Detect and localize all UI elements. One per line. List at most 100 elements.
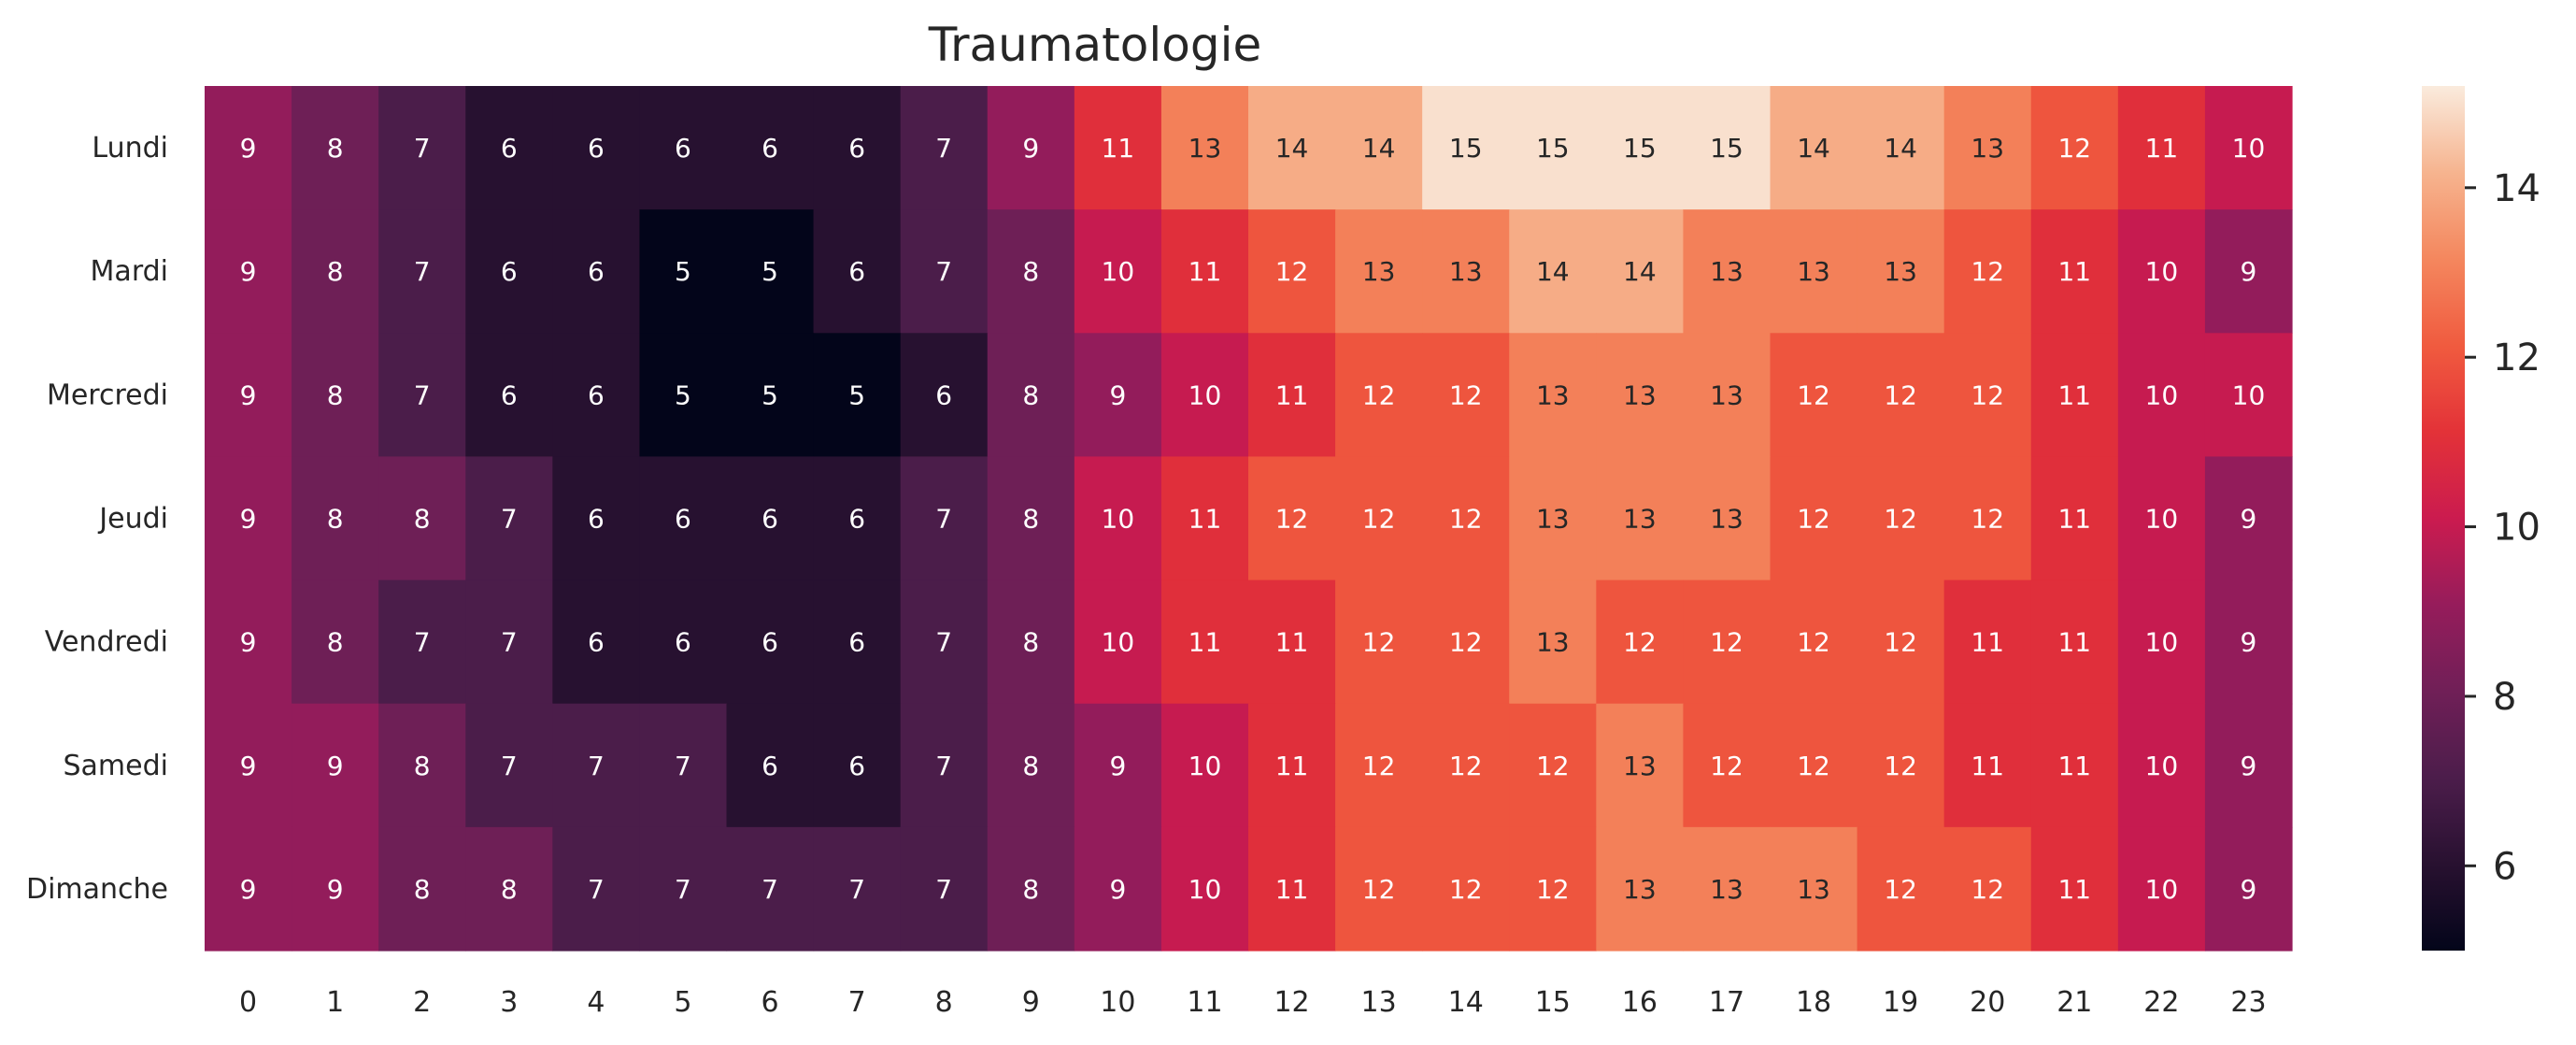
cell-value-label: 12 bbox=[1797, 379, 1830, 410]
heatmap-cell bbox=[2030, 333, 2119, 458]
column-label: 19 bbox=[1883, 986, 1918, 1019]
heatmap-cell bbox=[552, 86, 641, 210]
column-label: 3 bbox=[500, 986, 518, 1019]
colorbar-tick-label: 10 bbox=[2493, 507, 2540, 550]
cell-value-label: 15 bbox=[1449, 133, 1483, 164]
cell-value-label: 12 bbox=[1797, 627, 1830, 658]
cell-value-label: 13 bbox=[1623, 379, 1657, 410]
colorbar-tick-label: 14 bbox=[2493, 167, 2540, 210]
heatmap-cell bbox=[2117, 580, 2206, 705]
cell-value-label: 6 bbox=[588, 133, 605, 164]
cell-value-label: 12 bbox=[1710, 627, 1743, 658]
cell-value-label: 11 bbox=[1971, 751, 2004, 781]
row-labels: Lundi Mardi Mercredi Jeudi Vendredi Samedi Dim… bbox=[26, 132, 168, 906]
heatmap-cell bbox=[726, 826, 815, 952]
column-label: 12 bbox=[1274, 986, 1309, 1019]
cell-value-label: 9 bbox=[240, 504, 257, 535]
cell-value-label: 12 bbox=[1710, 751, 1743, 781]
cell-value-label: 9 bbox=[240, 133, 257, 164]
cell-value-label: 7 bbox=[414, 256, 431, 287]
heatmap-cell bbox=[726, 333, 815, 458]
cell-value-label: 9 bbox=[2241, 627, 2257, 658]
cell-value-label: 6 bbox=[588, 504, 605, 535]
heatmap-cell bbox=[205, 580, 292, 705]
cell-value-label: 13 bbox=[1797, 256, 1830, 287]
cell-value-label: 9 bbox=[2241, 504, 2257, 535]
heatmap-cell bbox=[1683, 333, 1772, 458]
cell-value-label: 7 bbox=[935, 504, 952, 535]
heatmap-cell bbox=[1335, 826, 1423, 952]
column-label: 1 bbox=[326, 986, 344, 1019]
cell-value-label: 10 bbox=[1188, 874, 1222, 905]
cell-value-label: 6 bbox=[848, 133, 865, 164]
heatmap-cell bbox=[292, 580, 379, 705]
column-label: 22 bbox=[2143, 986, 2179, 1019]
heatmap-cell bbox=[1074, 333, 1162, 458]
heatmap-cell bbox=[1422, 456, 1510, 581]
cell-value-label: 13 bbox=[1623, 751, 1657, 781]
heatmap-cell bbox=[2030, 580, 2119, 705]
cell-value-label: 6 bbox=[761, 751, 778, 781]
cell-value-label: 8 bbox=[1022, 256, 1039, 287]
heatmap-cell bbox=[1683, 209, 1772, 334]
cell-value-label: 10 bbox=[1188, 379, 1222, 410]
column-label: 11 bbox=[1187, 986, 1222, 1019]
heatmap-cell bbox=[2117, 209, 2206, 334]
heatmap-cell bbox=[2204, 580, 2293, 705]
cell-value-label: 12 bbox=[1884, 379, 1917, 410]
cell-value-label: 13 bbox=[1797, 874, 1830, 905]
cell-value-label: 11 bbox=[2057, 874, 2091, 905]
heatmap-cell bbox=[465, 209, 553, 334]
cell-value-label: 11 bbox=[1275, 751, 1309, 781]
heatmap-cell bbox=[1596, 580, 1685, 705]
cell-value-label: 12 bbox=[1362, 627, 1396, 658]
heatmap-cell bbox=[1509, 580, 1597, 705]
cell-value-label: 12 bbox=[1797, 504, 1830, 535]
heatmap-cell bbox=[1335, 333, 1423, 458]
cell-value-label: 12 bbox=[1797, 751, 1830, 781]
heatmap-cell bbox=[1943, 333, 2032, 458]
cell-value-label: 12 bbox=[1623, 627, 1657, 658]
cell-value-label: 13 bbox=[1710, 379, 1743, 410]
column-label: 17 bbox=[1709, 986, 1744, 1019]
cell-value-label: 12 bbox=[1884, 504, 1917, 535]
heatmap-cell bbox=[900, 86, 989, 210]
cell-value-label: 13 bbox=[1188, 133, 1222, 164]
heatmap-cell bbox=[987, 826, 1075, 952]
cell-value-label: 13 bbox=[1710, 504, 1743, 535]
colorbar-tick-label: 12 bbox=[2493, 336, 2540, 379]
cell-value-label: 10 bbox=[2145, 874, 2179, 905]
heatmap-cell bbox=[2117, 826, 2206, 952]
cell-value-label: 7 bbox=[675, 751, 691, 781]
cell-value-label: 12 bbox=[2057, 133, 2091, 164]
heatmap-cell bbox=[292, 86, 379, 210]
cell-value-label: 13 bbox=[1449, 256, 1483, 287]
heatmap-cell bbox=[1943, 826, 2032, 952]
cell-value-label: 9 bbox=[2241, 874, 2257, 905]
heatmap-cell bbox=[2030, 209, 2119, 334]
cell-value-label: 9 bbox=[1109, 379, 1126, 410]
heatmap-cell bbox=[1160, 333, 1249, 458]
heatmap-cell bbox=[552, 209, 641, 334]
heatmap-cell bbox=[1509, 826, 1597, 952]
cell-value-label: 8 bbox=[327, 627, 344, 658]
cell-value-label: 11 bbox=[2057, 256, 2091, 287]
heatmap-cell bbox=[900, 703, 989, 828]
cell-value-label: 11 bbox=[2057, 751, 2091, 781]
heatmap-cell bbox=[1857, 580, 1945, 705]
colorbar-tick-label: 6 bbox=[2493, 845, 2516, 888]
cell-value-label: 8 bbox=[327, 133, 344, 164]
cell-value-label: 9 bbox=[240, 256, 257, 287]
cell-value-label: 6 bbox=[761, 133, 778, 164]
heatmap-cell bbox=[1422, 209, 1510, 334]
column-label: 2 bbox=[413, 986, 431, 1019]
cell-value-label: 12 bbox=[1275, 256, 1309, 287]
heatmap-cell bbox=[1422, 86, 1510, 210]
heatmap-cell bbox=[639, 826, 728, 952]
heatmap-cell bbox=[813, 209, 902, 334]
cell-value-label: 6 bbox=[848, 751, 865, 781]
row-label: Dimanche bbox=[26, 873, 168, 906]
heatmap-cell bbox=[465, 826, 553, 952]
row-label: Jeudi bbox=[97, 503, 168, 536]
